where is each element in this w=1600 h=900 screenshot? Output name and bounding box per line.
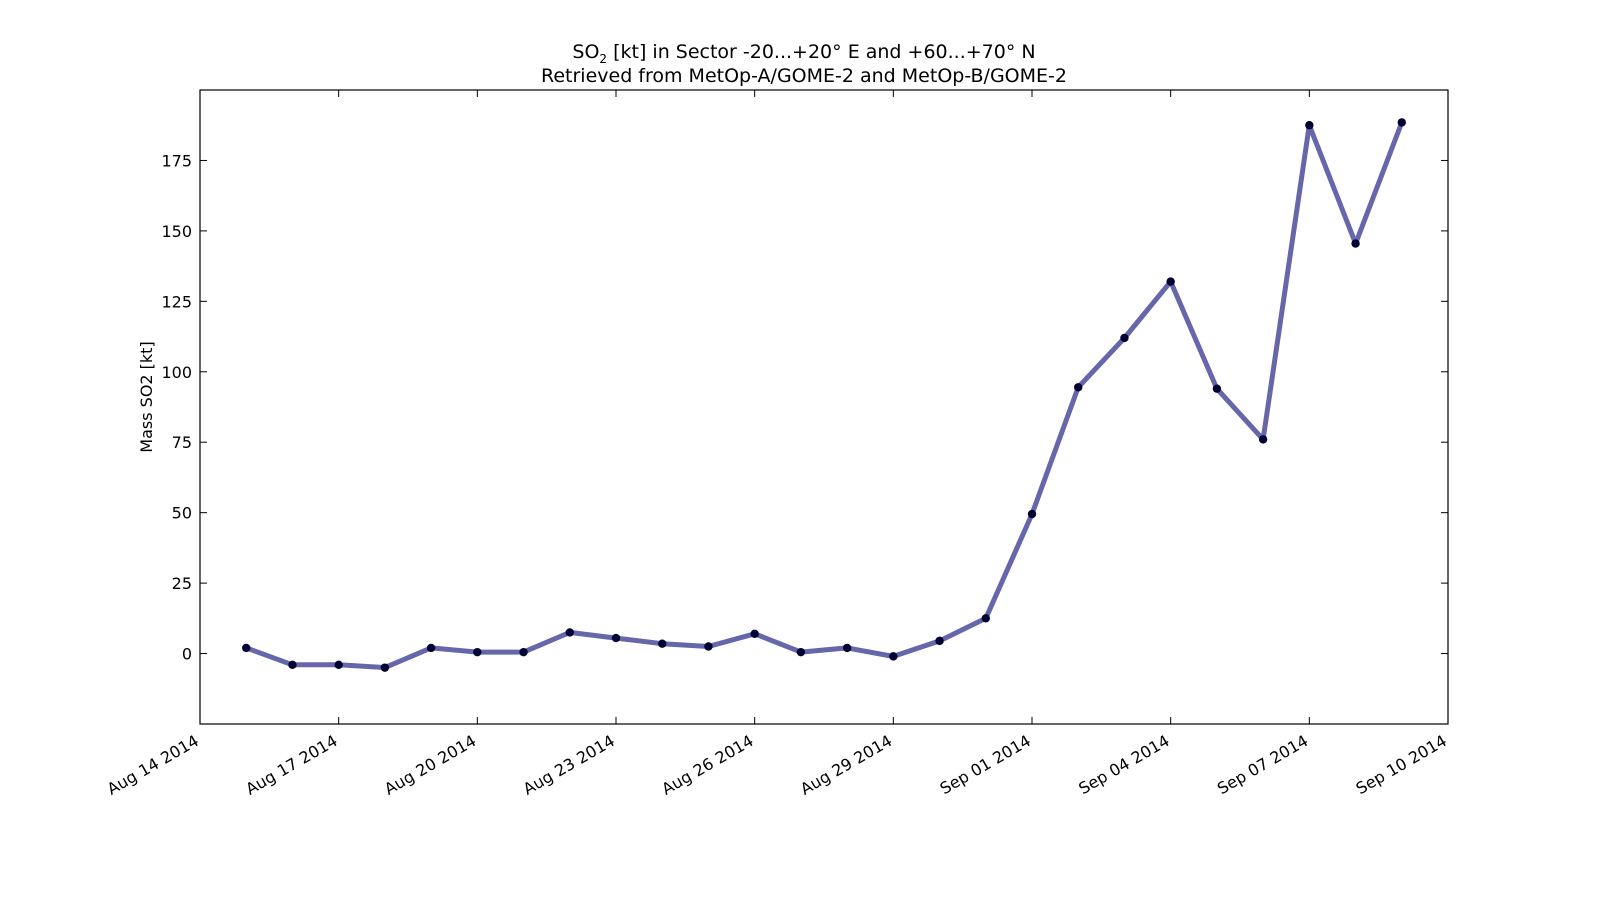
data-point — [796, 647, 806, 657]
data-point — [242, 643, 251, 653]
x-tick-label: Sep 10 2014 — [1353, 731, 1450, 798]
x-tick-label: Sep 07 2014 — [1214, 731, 1311, 798]
data-point — [1027, 509, 1037, 519]
series-line — [243, 119, 1405, 671]
y-tick-label: 50 — [172, 504, 192, 523]
y-tick-label: 175 — [161, 151, 192, 170]
data-point — [750, 629, 759, 639]
data-point — [1258, 435, 1268, 444]
chart-subtitle: Retrieved from MetOp-A/GOME-2 and MetOp-… — [541, 65, 1067, 87]
data-point — [1397, 118, 1406, 127]
y-axis-label: Mass SO2 [kt] — [137, 341, 156, 452]
data-point — [380, 663, 390, 672]
x-tick-label: Aug 20 2014 — [381, 731, 479, 799]
y-tick-label: 150 — [161, 222, 192, 241]
data-point — [426, 643, 436, 653]
chart-title-prefix: SO — [572, 41, 599, 63]
data-point — [519, 647, 528, 657]
data-point — [1120, 333, 1129, 343]
chart-title-subscript: 2 — [599, 52, 607, 66]
x-tick-label: Aug 17 2014 — [242, 731, 340, 799]
data-point — [334, 660, 343, 670]
data-point — [704, 642, 713, 651]
data-point — [1351, 239, 1360, 248]
data-point — [288, 660, 297, 670]
y-tick-label: 75 — [172, 433, 192, 452]
data-point — [611, 633, 621, 643]
data-point — [842, 643, 852, 653]
plot-area: 0 25 50 75 100 125 150 175 Aug 14 2014 Aug 17 201… — [104, 89, 1450, 799]
data-point — [889, 652, 898, 661]
chart-title: SO2 [kt] in Sector -20...+20° E and +60.… — [572, 41, 1035, 66]
data-point — [1212, 384, 1222, 393]
data-point — [473, 647, 482, 657]
y-tick-label: 25 — [172, 574, 192, 593]
data-point — [658, 639, 667, 648]
x-tick-label: Aug 23 2014 — [520, 731, 618, 799]
data-point — [1074, 383, 1083, 392]
x-tick-label: Aug 29 2014 — [797, 731, 895, 799]
x-tick-label: Aug 26 2014 — [658, 731, 756, 799]
data-point — [1166, 277, 1175, 286]
y-tick-label: 100 — [161, 363, 192, 382]
chart-title-rest: [kt] in Sector -20...+20° E and +60...+7… — [607, 41, 1036, 63]
x-tick-label: Sep 04 2014 — [1075, 731, 1172, 798]
data-point — [565, 628, 574, 637]
y-tick-label: 125 — [161, 292, 192, 311]
data-point — [1305, 121, 1314, 130]
data-point — [935, 636, 944, 646]
y-tick-label: 0 — [182, 645, 192, 664]
x-tick-label: Sep 01 2014 — [937, 731, 1034, 798]
plot-frame — [199, 89, 1449, 725]
data-point — [981, 614, 990, 623]
x-tick-label: Aug 14 2014 — [104, 731, 202, 799]
